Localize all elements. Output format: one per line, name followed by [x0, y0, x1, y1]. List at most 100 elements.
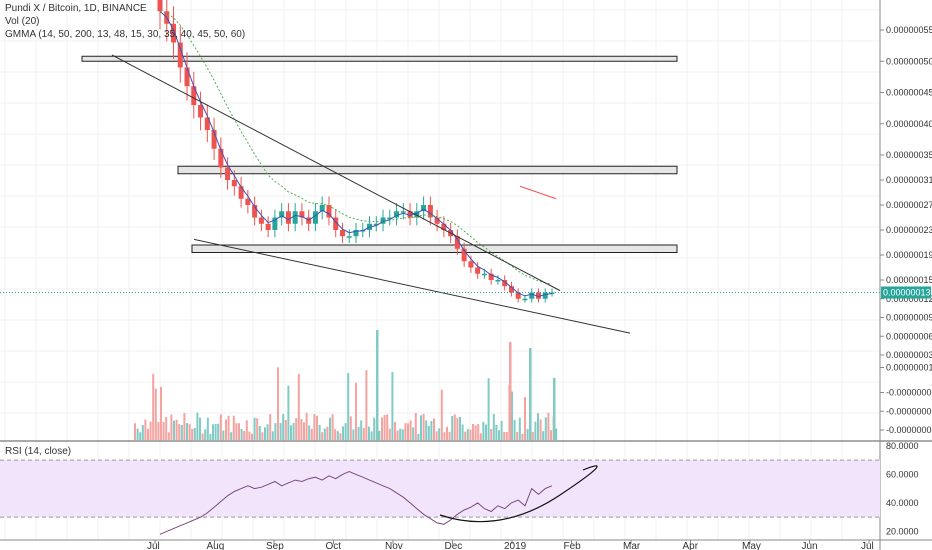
- volume-bar: [199, 417, 201, 440]
- volume-bar: [147, 428, 149, 440]
- volume-bar: [466, 429, 469, 440]
- volume-bar: [511, 391, 513, 440]
- candle-body: [184, 67, 190, 87]
- price-tick-label: 0.00000027: [886, 200, 932, 210]
- last-price-label: 0.00000013: [883, 288, 931, 298]
- candle-body: [191, 86, 197, 105]
- volume-bar: [305, 412, 308, 440]
- volume-bar: [269, 414, 272, 440]
- volume-bar: [352, 429, 355, 440]
- volume-bar: [485, 424, 487, 440]
- volume-bar: [204, 429, 207, 440]
- volume-bar: [550, 430, 552, 440]
- candle-body: [272, 217, 278, 230]
- candle-body: [468, 261, 474, 268]
- rsi-legend: RSI (14, close): [5, 446, 72, 457]
- volume-bar: [349, 416, 352, 440]
- volume-bar: [256, 418, 259, 440]
- red-trendline: [519, 185, 557, 200]
- volume-bar: [178, 424, 181, 440]
- month-label: Dec: [445, 541, 463, 550]
- month-label: Feb: [564, 541, 582, 550]
- month-label: Oct: [326, 541, 342, 550]
- volume-bar: [430, 420, 433, 440]
- candle-body: [502, 280, 508, 287]
- volume-bar: [326, 426, 329, 440]
- volume-bar: [357, 426, 360, 440]
- price-tick-label: 0.00000050: [886, 56, 932, 66]
- volume-bar: [381, 417, 383, 440]
- volume-spike: [509, 342, 512, 440]
- volume-bar: [526, 429, 529, 440]
- volume-bar: [173, 420, 175, 440]
- month-label: Nov: [385, 541, 403, 550]
- volume-bar: [160, 386, 162, 440]
- chart-title: Pundi X / Bitcoin, 1D, BINANCE: [5, 3, 147, 14]
- candle-body: [211, 130, 217, 149]
- candle-body: [549, 292, 555, 294]
- gmma-slow-line: [159, 10, 553, 285]
- volume-bar: [235, 423, 238, 440]
- volume-bar: [318, 424, 321, 440]
- volume-bar: [487, 378, 490, 440]
- month-label: Jul: [861, 541, 874, 550]
- candle-body: [515, 292, 521, 299]
- volume-bar: [404, 423, 407, 440]
- volume-bar: [144, 419, 147, 440]
- candle-body: [218, 148, 224, 168]
- price-tick-label: 0.00000040: [886, 119, 932, 129]
- volume-bar: [248, 431, 251, 440]
- volume-bar: [469, 429, 472, 440]
- volume-bar: [461, 424, 464, 440]
- volume-bar: [313, 414, 316, 440]
- volume-bar: [284, 420, 287, 440]
- volume-bar: [433, 418, 435, 440]
- volume-bar: [368, 426, 370, 440]
- volume-bar: [303, 422, 305, 440]
- volume-bar: [409, 420, 412, 440]
- candle-body: [171, 23, 177, 43]
- candle-body: [231, 180, 237, 187]
- volume-bar: [555, 428, 558, 440]
- volume-bar: [329, 417, 331, 440]
- volume-bar: [479, 433, 482, 440]
- volume-bar: [542, 431, 545, 440]
- volume-bar: [513, 420, 516, 440]
- volume-bar: [191, 428, 194, 440]
- volume-bar: [399, 428, 402, 440]
- price-tick-label: -0.00000006: [886, 406, 932, 416]
- volume-bar: [227, 415, 230, 440]
- gmma-fast-line: [159, 10, 553, 298]
- volume-bar: [183, 412, 186, 440]
- month-label: Sep: [266, 541, 284, 550]
- volume-bar: [209, 433, 212, 440]
- candle-body: [488, 273, 494, 280]
- volume-bar: [193, 428, 196, 440]
- candle-body: [461, 248, 467, 262]
- volume-legend: Vol (20): [5, 16, 40, 27]
- volume-bar: [277, 367, 279, 440]
- month-label: Jun: [802, 541, 818, 550]
- volume-bar: [157, 421, 160, 440]
- volume-bar: [336, 431, 339, 440]
- candle-body: [481, 273, 487, 276]
- volume-bar: [196, 412, 199, 440]
- volume-bar: [240, 428, 243, 440]
- month-label: May: [742, 541, 761, 550]
- volume-bar: [544, 417, 547, 440]
- volume-bar: [134, 423, 136, 440]
- volume-bar: [396, 430, 399, 440]
- volume-bar: [516, 431, 519, 440]
- volume-bar: [310, 428, 313, 440]
- candle-body: [394, 211, 400, 218]
- volume-bar: [420, 415, 422, 440]
- volume-bar: [534, 421, 537, 440]
- volume-bar: [342, 426, 344, 440]
- volume-bar: [355, 382, 357, 440]
- volume-bar: [414, 412, 417, 440]
- volume-bar: [401, 429, 404, 440]
- volume-bar: [136, 428, 139, 440]
- volume-bar: [243, 430, 246, 440]
- candle-body: [400, 211, 406, 213]
- volume-bar: [425, 420, 428, 440]
